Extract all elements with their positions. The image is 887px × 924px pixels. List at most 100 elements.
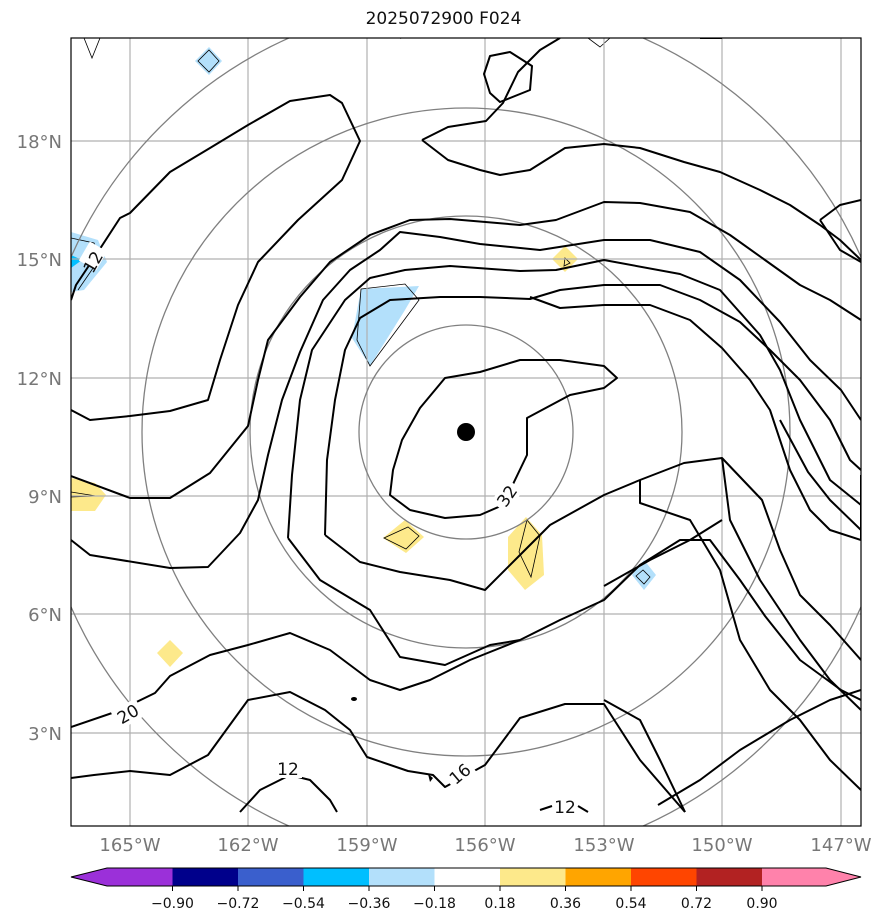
contour-line — [71, 201, 861, 499]
colorbar-label: −0.90 — [151, 896, 194, 912]
colorbar-extend-min — [71, 868, 107, 886]
contour-line — [483, 51, 533, 103]
lon-tick-label: 165°W — [99, 835, 160, 856]
colorbar-segment — [238, 868, 304, 886]
lon-axis: 165°W 162°W 159°W 156°W 153°W 150°W 147°… — [99, 835, 871, 856]
map-frame — [70, 37, 862, 827]
contour-line — [819, 219, 861, 263]
patch-outline — [83, 38, 101, 60]
colorbar-label: −0.18 — [413, 896, 456, 912]
contour-line — [239, 774, 338, 813]
contour-line — [819, 199, 861, 221]
contour-line — [287, 259, 861, 539]
contour-line — [529, 296, 605, 309]
range-ring — [358, 324, 574, 540]
lon-tick-label: 150°W — [691, 835, 752, 856]
contour-line — [71, 231, 861, 569]
contour-line — [657, 689, 861, 806]
lat-tick-label: 9°N — [28, 487, 62, 508]
colorbar-outline — [70, 867, 862, 887]
yellow-patch — [157, 640, 183, 667]
range-ring — [249, 215, 683, 649]
contour-label: 12 — [554, 798, 576, 818]
colorbar-segment — [631, 868, 697, 886]
colorbar-segment — [107, 868, 173, 886]
light-blue-patch — [352, 286, 419, 366]
colorbar-segment — [369, 868, 435, 886]
lon-tick-label: 153°W — [573, 835, 634, 856]
contour-line — [577, 805, 589, 813]
contour-line — [324, 284, 861, 536]
patch-outlines — [71, 38, 651, 585]
lon-tick-label: 156°W — [454, 835, 515, 856]
small-contour-tip — [428, 774, 433, 782]
contour-line — [389, 359, 618, 519]
range-ring — [141, 107, 791, 757]
colorbar-label: 0.18 — [484, 896, 515, 912]
contour-line — [603, 699, 686, 813]
contour-line — [721, 457, 861, 711]
colorbar-extend-max — [826, 868, 861, 886]
patch-outline — [197, 49, 220, 73]
contour-line — [639, 480, 861, 791]
storm-center-marker — [457, 423, 475, 441]
lat-axis: 18°N 15°N 12°N 9°N 6°N 3°N — [17, 132, 62, 745]
contour-line — [779, 419, 861, 531]
yellow-patch — [508, 517, 544, 590]
colorbar-label: 0.54 — [615, 896, 646, 912]
colorbar: −0.90 −0.72 −0.54 −0.36 −0.18 0.18 0.36 … — [70, 867, 862, 912]
contour-line — [71, 94, 361, 421]
yellow-patch — [383, 520, 424, 553]
patch-outline — [356, 283, 420, 367]
contour-line — [71, 691, 686, 813]
lat-tick-label: 6°N — [28, 605, 62, 626]
contour-line — [603, 519, 723, 587]
lon-tick-label: 159°W — [336, 835, 397, 856]
lat-tick-label: 12°N — [17, 369, 62, 390]
patch-outline — [635, 569, 651, 585]
colorbar-ticks — [172, 886, 763, 891]
light-blue-patch — [195, 47, 222, 75]
colorbar-label: −0.36 — [348, 896, 391, 912]
colorbar-label: 0.72 — [681, 896, 712, 912]
contour-label-bg — [490, 478, 524, 514]
contour-label-bg — [442, 757, 478, 791]
contour-label-bg — [78, 241, 108, 271]
contour-line — [287, 537, 861, 701]
contour-label: 12 — [277, 760, 299, 780]
colorbar-segment — [565, 868, 631, 886]
colorbar-segment — [500, 868, 566, 886]
lat-tick-label: 3°N — [28, 724, 62, 745]
contour-line — [71, 632, 521, 728]
gridlines — [71, 38, 861, 826]
contour-line — [421, 38, 561, 141]
lat-tick-label: 18°N — [17, 132, 62, 153]
patch-outline — [383, 526, 420, 550]
colorbar-label: −0.54 — [282, 896, 325, 912]
contours — [71, 38, 861, 813]
lon-tick-label: 162°W — [217, 835, 278, 856]
cyan-patch — [71, 255, 82, 268]
map-plot-area: 12 20 12 16 32 12 — [71, 38, 861, 826]
contour-label-bg — [110, 698, 146, 730]
contour-line — [539, 805, 553, 811]
colorbar-segment — [434, 868, 500, 886]
patch-outline — [563, 257, 571, 267]
contour-labels: 12 20 12 16 32 12 — [78, 241, 589, 818]
colorbar-segment — [303, 868, 369, 886]
contour-line — [421, 139, 861, 261]
contour-label-bg — [274, 758, 302, 778]
lon-tick-label: 147°W — [810, 835, 871, 856]
patch-outline — [587, 38, 611, 48]
contour-line — [604, 304, 861, 541]
chart-title: 2025072900 F024 — [365, 9, 522, 29]
colorbar-segment — [172, 868, 238, 886]
colorbar-segment — [762, 868, 826, 886]
colorbar-segment — [696, 868, 762, 886]
contour-line — [324, 457, 861, 661]
shaded-anomalies — [71, 47, 656, 667]
range-rings — [71, 38, 861, 826]
colorbar-label: −0.72 — [217, 896, 260, 912]
small-contour-dot — [351, 697, 357, 701]
